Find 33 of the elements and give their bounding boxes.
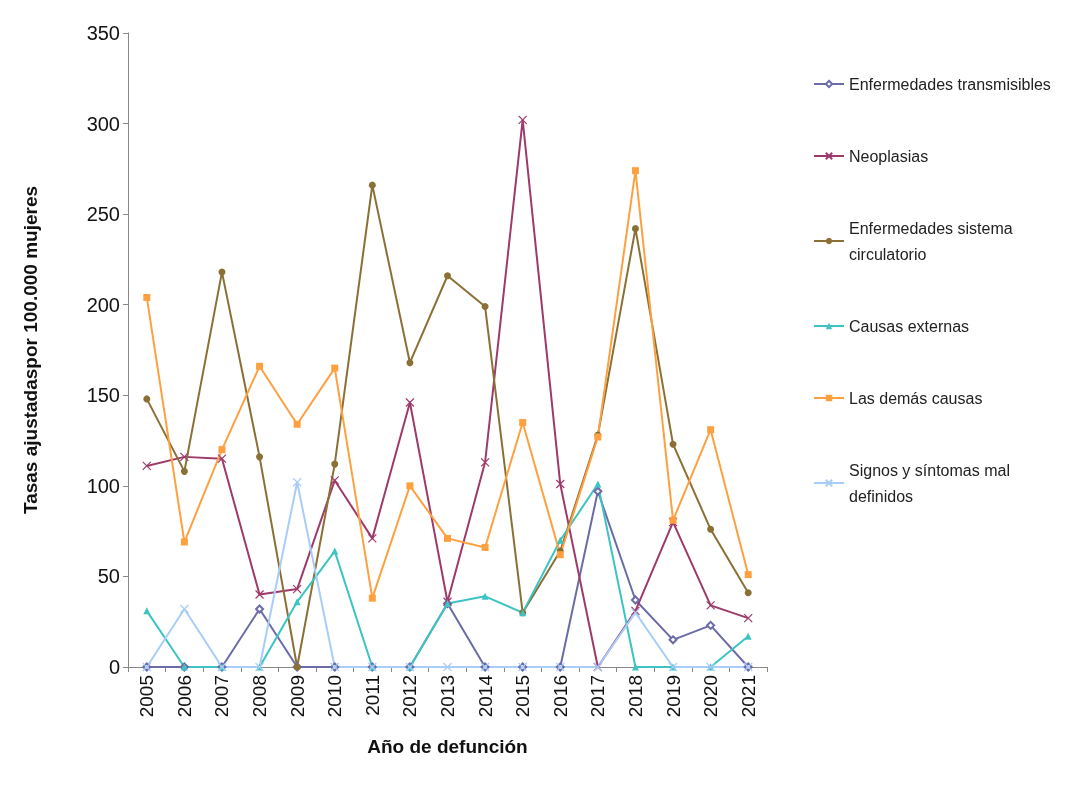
y-tick-label: 300 xyxy=(86,112,120,135)
x-tick-label: 2006 xyxy=(173,675,195,718)
x-tick-label: 2011 xyxy=(361,675,383,716)
y-tick-label: 350 xyxy=(86,22,120,44)
y-tick-label: 0 xyxy=(108,656,120,678)
legend-label: Causas externas xyxy=(849,317,970,335)
legend-label: Enfermedades transmisibles xyxy=(849,75,1051,93)
y-tick-label: 100 xyxy=(86,474,120,497)
x-tick-label: 2019 xyxy=(662,675,684,718)
x-tick-label: 2015 xyxy=(512,675,534,718)
legend-label: Enfermedades sistema circulatorio xyxy=(849,219,1018,263)
y-tick-label: 150 xyxy=(86,384,120,407)
x-tick-label: 2009 xyxy=(286,675,308,718)
x-tick-label: 2013 xyxy=(437,675,458,718)
x-tick-label: 2010 xyxy=(324,675,346,718)
x-tick-label: 2008 xyxy=(249,675,271,718)
y-axis-title: Tasas ajustadaspor 100.000 mujeres xyxy=(20,185,41,515)
x-tick-label: 2021 xyxy=(737,675,759,718)
legend-label: Neoplasias xyxy=(849,147,929,165)
x-tick-label: 2016 xyxy=(549,675,571,718)
x-tick-label: 2017 xyxy=(587,675,609,718)
x-tick-label: 2018 xyxy=(624,675,646,718)
x-tick-label: 2007 xyxy=(211,675,233,718)
x-axis-title: Año de defunción xyxy=(367,736,528,757)
x-tick-label: 2014 xyxy=(474,674,496,718)
legend-label: Las demás causas xyxy=(849,389,983,407)
x-tick-label: 2020 xyxy=(700,675,722,718)
x-tick-label: 2012 xyxy=(399,675,421,718)
x-tick-label: 2005 xyxy=(136,675,158,718)
y-tick-label: 250 xyxy=(86,203,120,226)
legend-label: Signos y síntomas mal definidos xyxy=(849,461,1015,505)
y-tick-label: 200 xyxy=(86,293,120,316)
y-tick-label: 50 xyxy=(97,565,120,588)
